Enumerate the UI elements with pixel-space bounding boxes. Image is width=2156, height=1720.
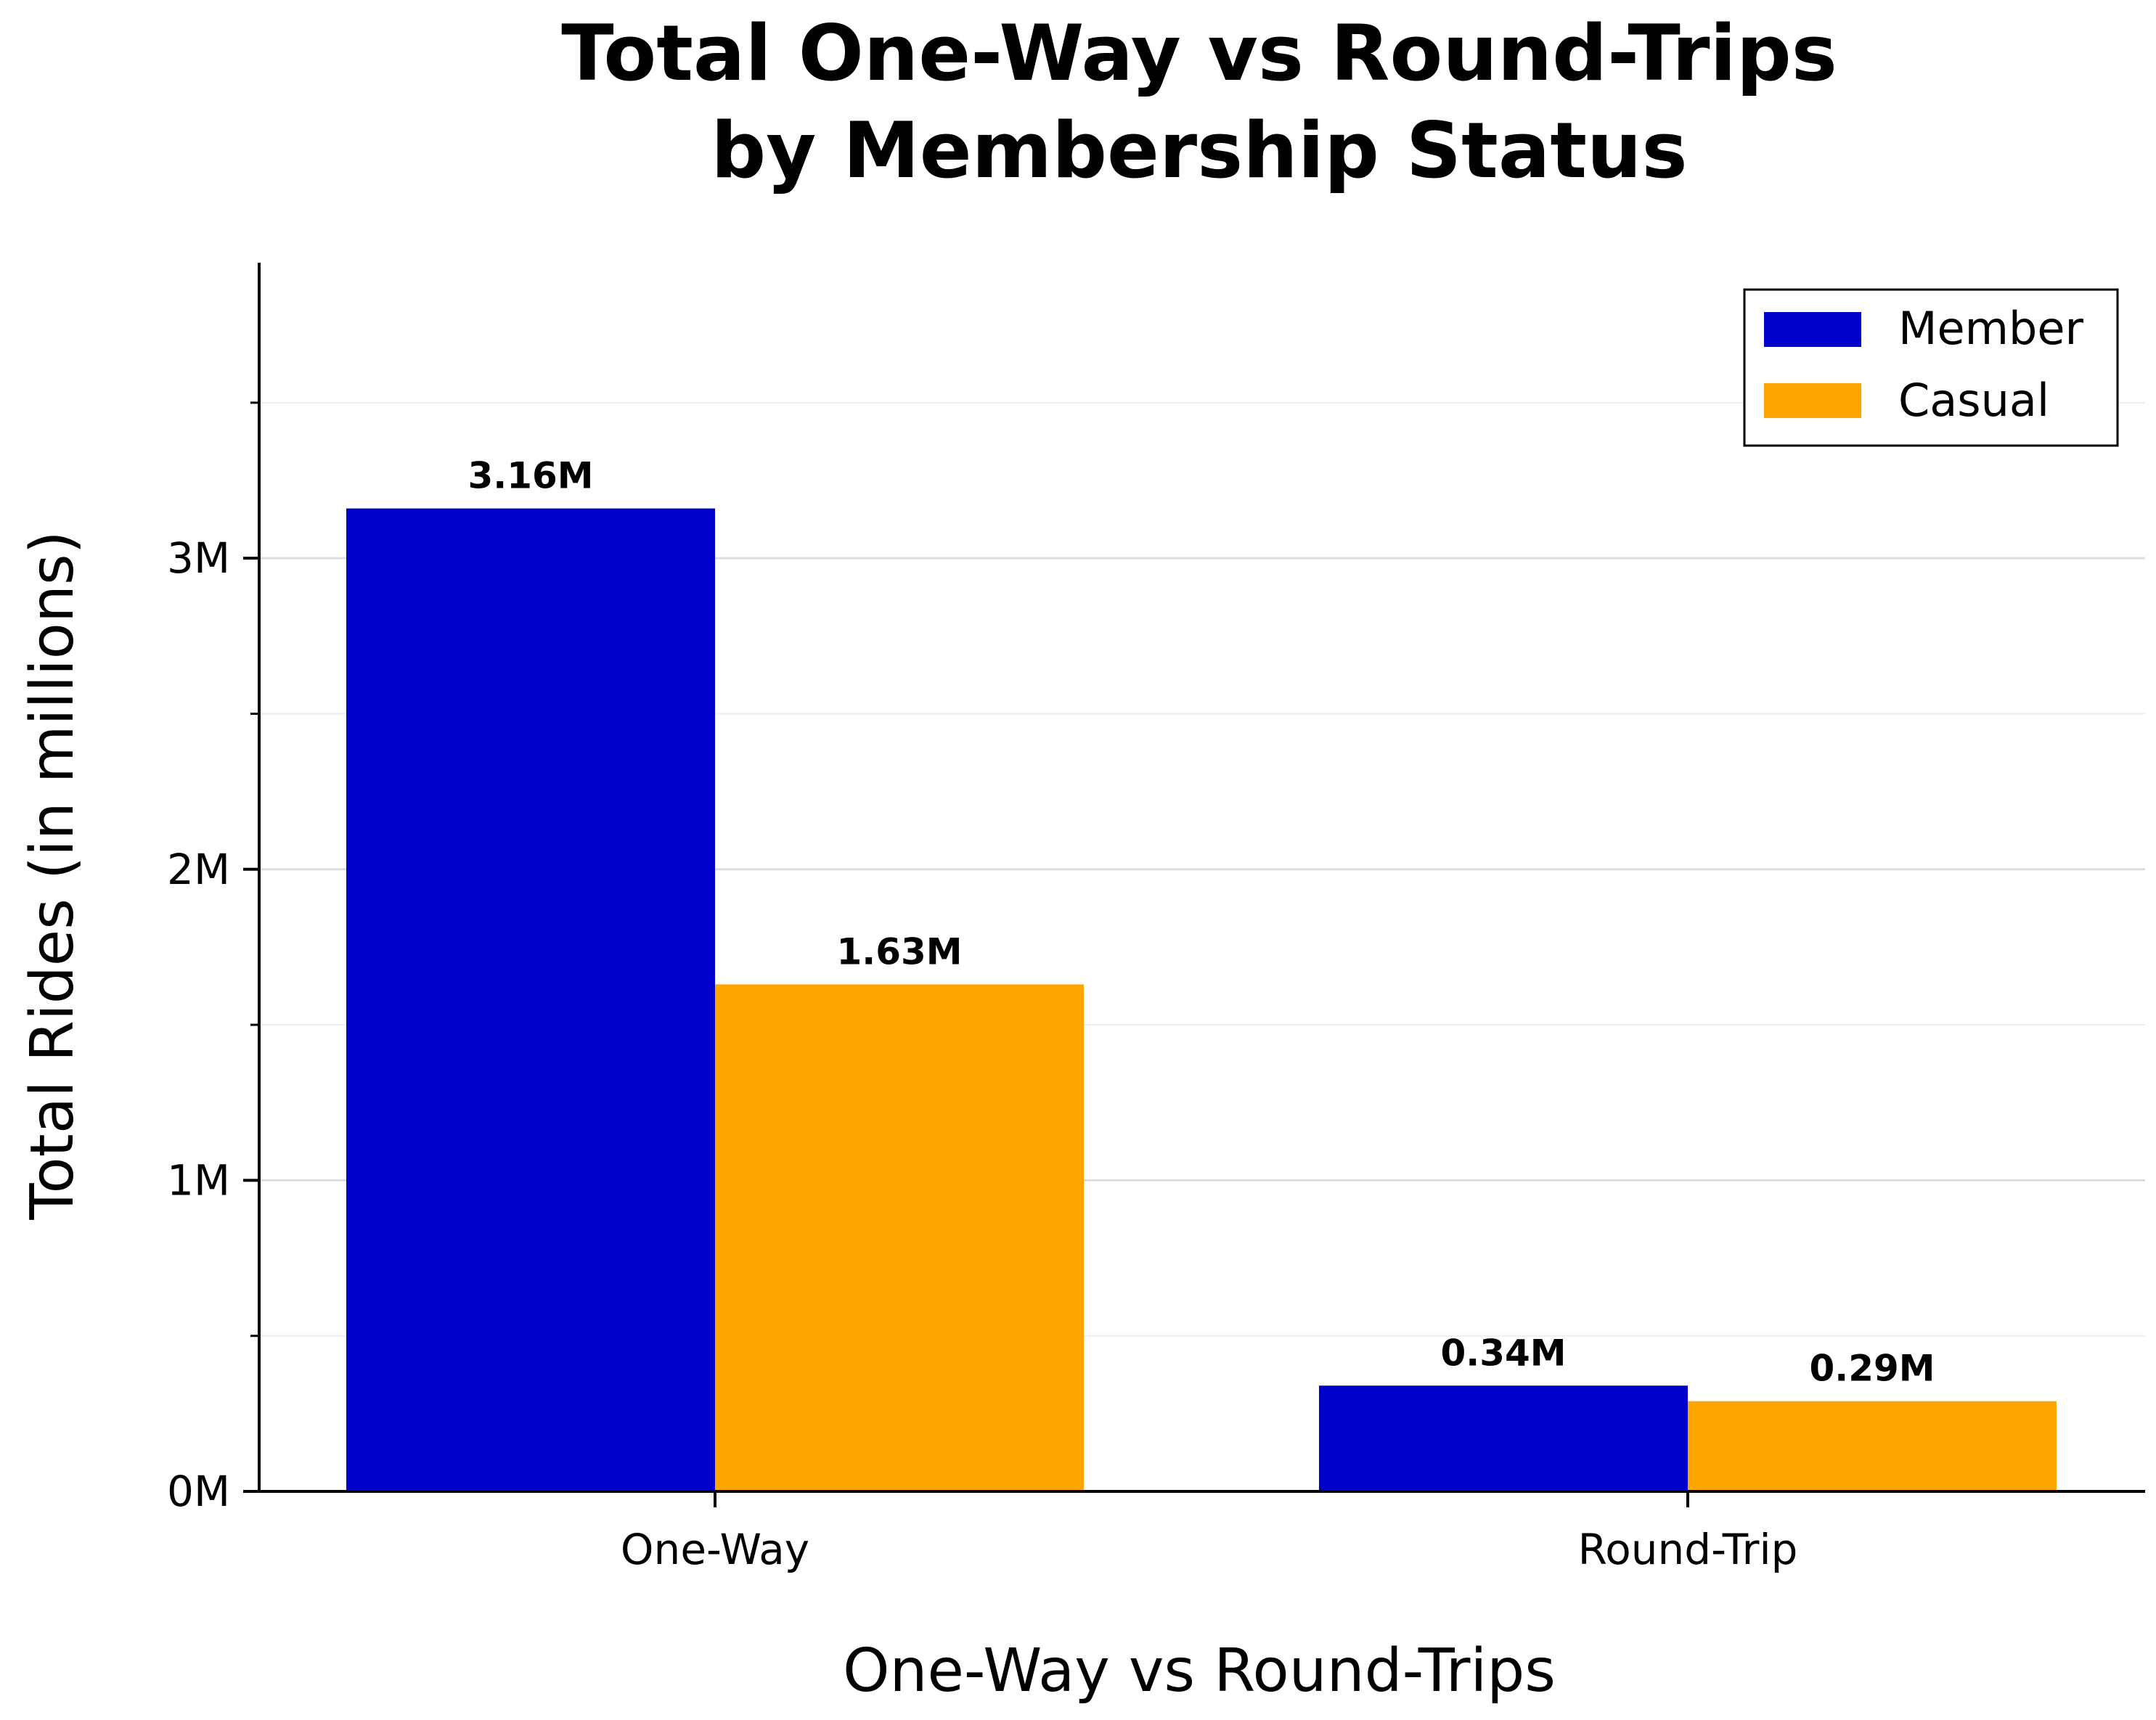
bars bbox=[346, 508, 2057, 1491]
legend: Member Casual bbox=[1743, 288, 2119, 447]
bar-casual-one-way bbox=[715, 984, 1084, 1491]
x-axis-label: One-Way vs Round-Trips bbox=[843, 1637, 1556, 1705]
y-tick-label: 0M bbox=[167, 1467, 230, 1516]
value-label-member-one-way: 3.16M bbox=[467, 455, 593, 497]
axes bbox=[258, 263, 2145, 1493]
value-label-member-round-trip: 0.34M bbox=[1440, 1332, 1566, 1374]
y-tick-label: 2M bbox=[167, 845, 230, 894]
bar-casual-round-trip bbox=[1688, 1401, 2057, 1491]
value-label-casual-one-way: 1.63M bbox=[836, 930, 962, 972]
value-label-casual-round-trip: 0.29M bbox=[1809, 1348, 1935, 1390]
y-axis-label: Total Rides (in millions) bbox=[18, 531, 87, 1220]
legend-swatch-casual bbox=[1764, 383, 1861, 418]
x-tick-label: One-Way bbox=[621, 1525, 809, 1574]
x-tick-label: Round-Trip bbox=[1578, 1525, 1798, 1574]
value-labels: 3.16M 1.63M 0.34M 0.29M bbox=[467, 455, 1935, 1390]
chart-title-line-1: Total One-Way vs Round-Trips bbox=[561, 9, 1837, 98]
bar-member-round-trip bbox=[1319, 1385, 1688, 1491]
y-tick-label: 3M bbox=[167, 533, 230, 583]
legend-label-casual: Casual bbox=[1898, 374, 2049, 427]
legend-label-member: Member bbox=[1898, 302, 2084, 355]
chart-title-line-2: by Membership Status bbox=[711, 106, 1687, 195]
y-axis-ticks: 0M 1M 2M 3M bbox=[167, 401, 259, 1516]
legend-swatch-member bbox=[1764, 312, 1861, 347]
y-tick-label: 1M bbox=[167, 1155, 230, 1205]
bar-member-one-way bbox=[346, 508, 715, 1491]
x-axis-ticks: One-Way Round-Trip bbox=[621, 1491, 1798, 1574]
